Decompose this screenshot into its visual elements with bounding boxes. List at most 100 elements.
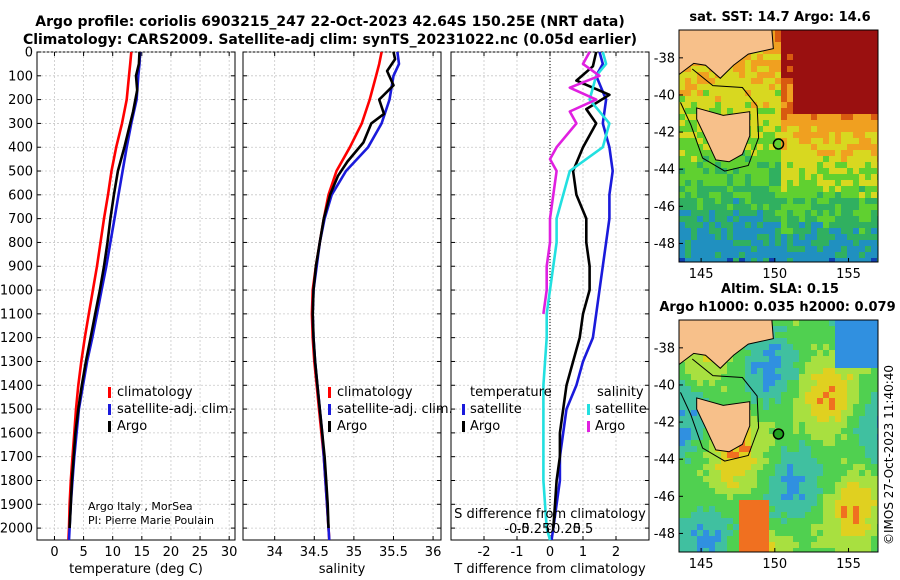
map-cell — [757, 102, 763, 108]
map-cell — [799, 410, 805, 416]
map-cell — [805, 470, 811, 476]
map-cell — [715, 162, 721, 168]
map-cell — [799, 162, 805, 168]
map-cell — [817, 198, 823, 204]
map-cell — [769, 60, 775, 66]
map-cell — [787, 416, 793, 422]
map-cell — [787, 518, 793, 524]
map-cell — [823, 512, 829, 518]
map-cell — [745, 54, 751, 60]
map-cell — [715, 258, 721, 262]
map-cell — [799, 252, 805, 258]
map-cell — [703, 392, 709, 398]
map-cell — [703, 96, 709, 102]
map-cell — [859, 386, 865, 392]
map-cell — [697, 500, 703, 506]
map-cell — [697, 90, 703, 96]
map-cell — [853, 174, 859, 180]
map-cell — [817, 138, 823, 144]
map-cell — [745, 96, 751, 102]
map-cell — [679, 512, 685, 518]
map-cell — [829, 494, 835, 500]
map-cell — [697, 84, 703, 90]
map-cell — [799, 180, 805, 186]
map-cell — [793, 338, 799, 344]
map-cell — [733, 216, 739, 222]
map-cell — [757, 96, 763, 102]
map-cell — [847, 464, 853, 470]
map-cell — [781, 174, 787, 180]
map-cell — [685, 524, 691, 530]
map-cell — [859, 174, 865, 180]
map-cell — [853, 78, 859, 84]
map-cell — [781, 132, 787, 138]
map-cell — [775, 192, 781, 198]
map-cell — [841, 494, 847, 500]
map-cell — [769, 144, 775, 150]
map-cell — [781, 78, 787, 84]
map-cell — [733, 174, 739, 180]
map-cell — [847, 380, 853, 386]
map-cell — [829, 84, 835, 90]
map-cell — [739, 210, 745, 216]
map-cell — [697, 524, 703, 530]
map-cell — [847, 150, 853, 156]
map-cell — [685, 452, 691, 458]
y-tick-label: 1900 — [0, 498, 33, 513]
map-cell — [781, 428, 787, 434]
map-cell — [811, 350, 817, 356]
map-cell — [679, 198, 685, 204]
map-cell — [757, 506, 763, 512]
map-cell — [781, 350, 787, 356]
map-cell — [835, 416, 841, 422]
map-cell — [859, 96, 865, 102]
map-cell — [781, 368, 787, 374]
map-cell — [835, 240, 841, 246]
map-cell — [847, 452, 853, 458]
map-cell — [865, 542, 871, 548]
map-cell — [763, 470, 769, 476]
map-cell — [745, 500, 751, 506]
map-cell — [793, 252, 799, 258]
map-cell — [781, 246, 787, 252]
map-cell — [799, 530, 805, 536]
map-cell — [691, 362, 697, 368]
map-cell — [763, 258, 769, 262]
map-cell — [793, 494, 799, 500]
map-cell — [745, 380, 751, 386]
map-cell — [751, 114, 757, 120]
map-cell — [805, 530, 811, 536]
x-tick-label: 10 — [104, 545, 121, 560]
map-cell — [853, 42, 859, 48]
map-cell — [763, 234, 769, 240]
map-cell — [751, 410, 757, 416]
map-cell — [829, 344, 835, 350]
map-cell — [691, 240, 697, 246]
map-cell — [793, 416, 799, 422]
map-cell — [763, 482, 769, 488]
map-cell — [829, 216, 835, 222]
map-cell — [787, 548, 793, 552]
map-cell — [769, 374, 775, 380]
map-cell — [781, 228, 787, 234]
map-cell — [703, 386, 709, 392]
map-cell — [793, 192, 799, 198]
map-cell — [745, 350, 751, 356]
map-cell — [799, 476, 805, 482]
map-cell — [691, 428, 697, 434]
map-cell — [811, 72, 817, 78]
map-cell — [841, 542, 847, 548]
map-cell — [727, 258, 733, 262]
map-cell — [817, 548, 823, 552]
map-cell — [805, 482, 811, 488]
map-cell — [709, 168, 715, 174]
map-cell — [685, 380, 691, 386]
map-cell — [763, 500, 769, 506]
map-cell — [835, 258, 841, 262]
map-cell — [745, 66, 751, 72]
map-cell — [751, 380, 757, 386]
map-cell — [691, 78, 697, 84]
map-cell — [829, 434, 835, 440]
map-cell — [715, 464, 721, 470]
map-cell — [865, 416, 871, 422]
